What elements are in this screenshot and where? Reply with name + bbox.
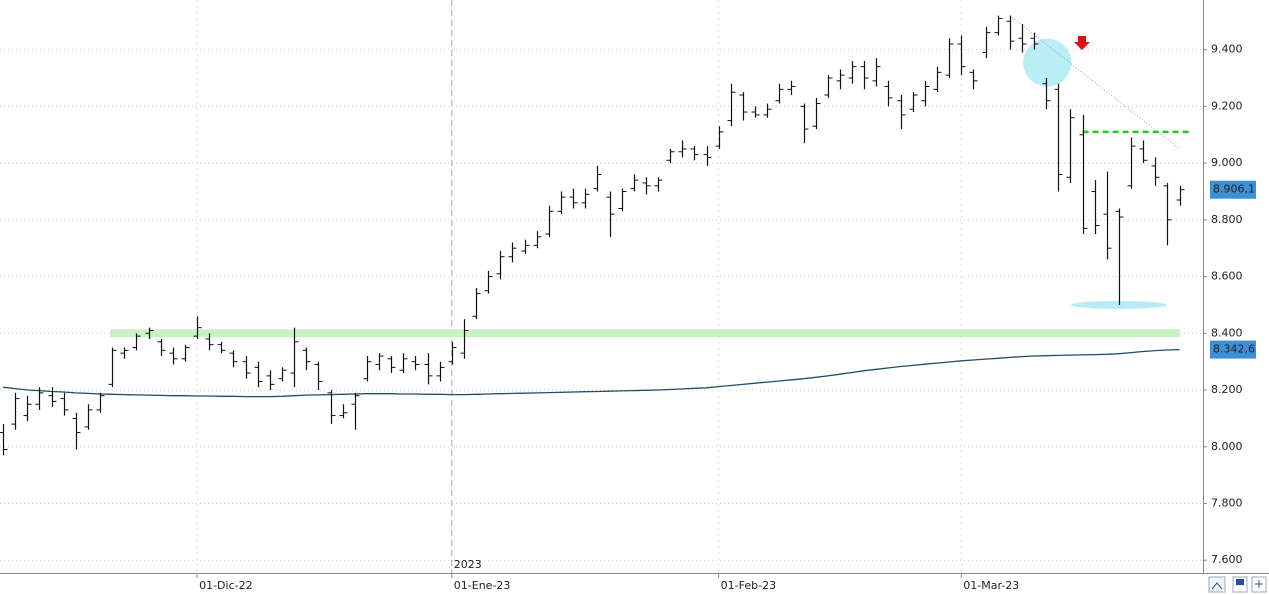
price-tag [1210,340,1256,359]
arrow [1074,36,1090,50]
highlight [1023,38,1072,87]
x-tick-label: 01-Feb-23 [721,579,776,592]
icon [1211,582,1223,590]
zoom-button[interactable] [1208,576,1226,593]
y-tick-label: 7.600 [1211,553,1243,566]
year-label: 2023 [454,558,482,571]
support-band [110,329,1180,338]
y-tick-label: 8.000 [1211,440,1243,453]
x-tick-label: 01-Ene-23 [454,579,511,592]
price-tag-label: 8.342,6 [1213,343,1255,356]
icon [1255,580,1263,588]
moving-average [2,348,1180,398]
y-tick-label: 8.800 [1211,213,1243,226]
y-tick-label: 8.600 [1211,270,1243,283]
toolbar [1208,576,1267,593]
y-tick-label: 9.000 [1211,156,1243,169]
icon [1236,579,1244,585]
price-tag [1210,180,1256,199]
x-tick-label: 01-Dic-22 [199,579,253,592]
price-tag-label: 8.906,1 [1213,183,1255,196]
y-tick-label: 7.800 [1211,497,1243,510]
y-tick-label: 9.400 [1211,43,1243,56]
y-tick-label: 9.200 [1211,99,1243,112]
x-tick-label: 01-Mar-23 [963,579,1019,592]
y-tick-label: 8.400 [1211,326,1243,339]
y-tick-label: 8.200 [1211,383,1243,396]
